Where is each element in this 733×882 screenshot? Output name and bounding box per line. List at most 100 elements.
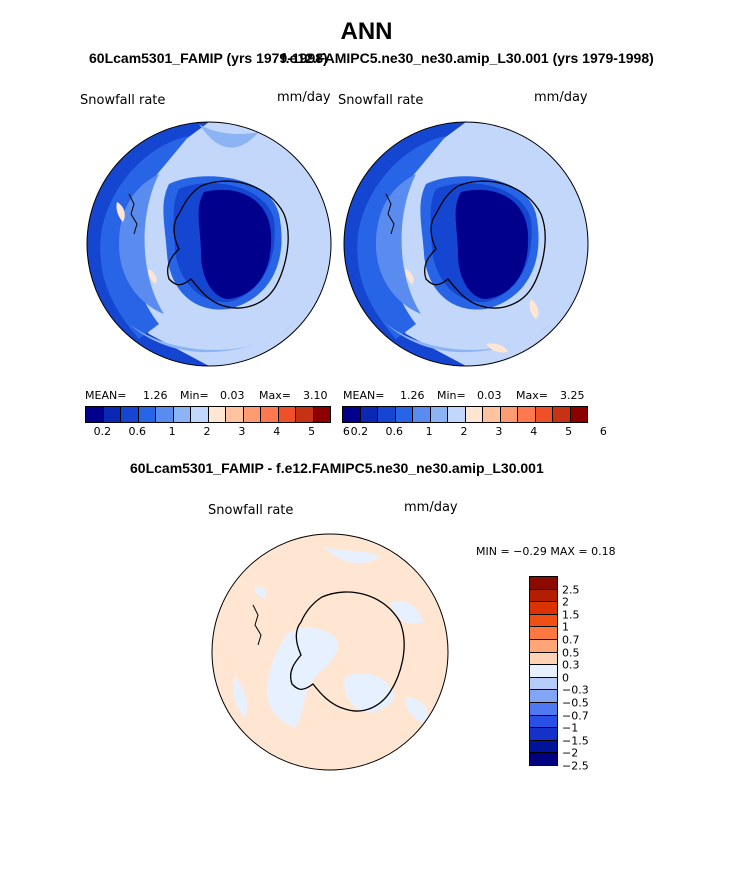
diff-colorbar-label: −0.7: [562, 709, 589, 723]
diff-colorbar-swatch: [530, 639, 557, 653]
panel2-colorbar: [342, 406, 588, 423]
diff-minmax: MIN = −0.29 MAX = 0.18: [476, 545, 616, 558]
colorbar-swatch: [535, 407, 553, 422]
colorbar-tick-label: 0.6: [128, 425, 147, 438]
diff-colorbar-label: 0: [562, 671, 569, 685]
colorbar-swatch: [103, 407, 121, 422]
colorbar-swatch: [191, 407, 209, 422]
colorbar-swatch: [208, 407, 226, 422]
diff-variable-label: Snowfall rate: [208, 503, 294, 518]
panel2-min-value: 0.03: [477, 389, 502, 402]
diff-colorbar-label: 1.5: [562, 608, 580, 622]
colorbar-tick-label: 6: [599, 425, 607, 438]
colorbar-tick-label: 5: [565, 425, 573, 438]
diff-colorbar-label: 0.7: [562, 633, 580, 647]
colorbar-swatch: [278, 407, 296, 422]
panel1-polar-map: [86, 121, 332, 367]
panel2-polar-map: [343, 121, 589, 367]
diff-title: 60Lcam5301_FAMIP - f.e12.FAMIPC5.ne30_ne…: [130, 460, 544, 476]
panel1-min-label: Min=: [180, 389, 209, 402]
colorbar-swatch: [553, 407, 571, 422]
diff-colorbar-swatch: [530, 728, 557, 741]
case1-title: 60Lcam5301_FAMIP (yrs 1979-1998): [89, 50, 328, 66]
diff-colorbar-swatch: [530, 715, 557, 729]
colorbar-swatch: [413, 407, 431, 422]
colorbar-swatch: [138, 407, 156, 422]
diff-colorbar-swatch: [530, 753, 557, 765]
panel2-max-label: Max=: [516, 389, 548, 402]
colorbar-swatch: [226, 407, 244, 422]
colorbar-tick-label: 4: [530, 425, 538, 438]
panel1-max-value: 3.10: [303, 389, 328, 402]
panel1-variable-label: Snowfall rate: [80, 93, 166, 108]
diff-colorbar-label: 0.5: [562, 646, 580, 660]
diff-colorbar-label: 1: [562, 620, 569, 634]
colorbar-swatch: [121, 407, 139, 422]
diff-colorbar-swatch: [530, 690, 557, 703]
colorbar-tick-label: 3: [495, 425, 503, 438]
diff-colorbar-swatch: [530, 589, 557, 603]
diff-colorbar-swatch: [530, 627, 557, 640]
colorbar-tick-label: 6: [342, 425, 350, 438]
panel2-antarctica-coastline: [424, 180, 546, 309]
case2-title: f.e12.FAMIPC5.ne30_ne30.amip_L30.001 (yr…: [281, 50, 654, 66]
panel1-units-label: mm/day: [277, 90, 331, 105]
panel2-variable-label: Snowfall rate: [338, 93, 424, 108]
diff-colorbar-swatch: [530, 665, 557, 678]
panel1-mean-label: MEAN=: [85, 389, 127, 402]
diff-colorbar-label: 2.5: [562, 583, 580, 597]
diff-colorbar-swatch: [530, 740, 557, 754]
colorbar-swatch: [395, 407, 413, 422]
diff-units-label: mm/day: [404, 500, 458, 515]
colorbar-swatch: [313, 407, 330, 422]
diff-colorbar: [529, 576, 558, 766]
diff-colorbar-swatch: [530, 652, 557, 666]
colorbar-swatch: [465, 407, 483, 422]
diff-colorbar-swatch: [530, 614, 557, 628]
colorbar-swatch: [483, 407, 501, 422]
diff-colorbar-label: −2.5: [562, 759, 589, 773]
diff-colorbar-label: 0.3: [562, 658, 580, 672]
colorbar-tick-label: 3: [238, 425, 246, 438]
colorbar-tick-label: 2: [460, 425, 468, 438]
diff-colorbar-label: −0.5: [562, 696, 589, 710]
diff-polar-map: [211, 533, 449, 771]
colorbar-tick-label: 0.6: [385, 425, 404, 438]
colorbar-swatch: [448, 407, 466, 422]
panel1-min-value: 0.03: [220, 389, 245, 402]
panel1-max-label: Max=: [259, 389, 291, 402]
diff-colorbar-label: −1: [562, 721, 579, 735]
colorbar-swatch: [430, 407, 448, 422]
diff-antarctica-coastline: [290, 591, 405, 712]
colorbar-tick-label: 0.2: [350, 425, 369, 438]
colorbar-swatch: [500, 407, 518, 422]
panel1-mean-value: 1.26: [143, 389, 168, 402]
colorbar-swatch: [343, 407, 361, 422]
colorbar-tick-label: 4: [273, 425, 281, 438]
colorbar-swatch: [570, 407, 587, 422]
colorbar-swatch: [360, 407, 378, 422]
diff-colorbar-label: −1.5: [562, 734, 589, 748]
diff-colorbar-label: −0.3: [562, 683, 589, 697]
colorbar-swatch: [243, 407, 261, 422]
colorbar-tick-label: 0.2: [93, 425, 112, 438]
diff-colorbar-swatch: [530, 677, 557, 691]
panel2-mean-label: MEAN=: [343, 389, 385, 402]
colorbar-tick-label: 2: [203, 425, 211, 438]
colorbar-tick-label: 1: [168, 425, 176, 438]
colorbar-swatch: [296, 407, 314, 422]
panel1-colorbar: [85, 406, 331, 423]
colorbar-swatch: [261, 407, 279, 422]
diff-colorbar-label: −2: [562, 746, 579, 760]
colorbar-swatch: [518, 407, 536, 422]
diff-colorbar-swatch: [530, 602, 557, 615]
panel2-max-value: 3.25: [560, 389, 585, 402]
panel2-mean-value: 1.26: [400, 389, 425, 402]
colorbar-swatch: [156, 407, 174, 422]
panel1-antarctica-coastline: [167, 180, 289, 309]
colorbar-tick-label: 5: [308, 425, 316, 438]
colorbar-swatch: [173, 407, 191, 422]
diff-colorbar-swatch: [530, 577, 557, 590]
panel2-units-label: mm/day: [534, 90, 588, 105]
colorbar-swatch: [378, 407, 396, 422]
